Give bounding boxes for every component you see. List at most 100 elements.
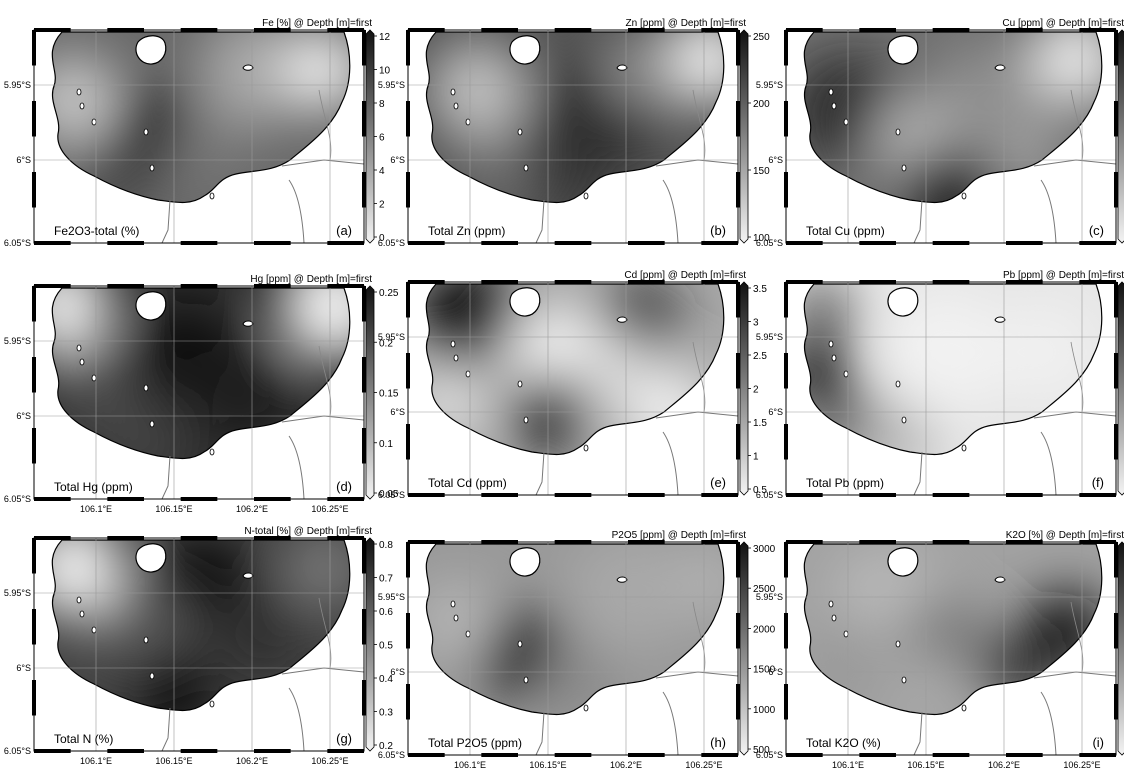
- panel-letter: (f): [1092, 475, 1104, 490]
- islet: [616, 576, 628, 583]
- colorbar-tick-label: 1: [753, 452, 759, 463]
- islet: [517, 380, 523, 388]
- river-line: [535, 199, 545, 244]
- river-line: [913, 451, 923, 496]
- islet: [149, 164, 155, 172]
- map-panel-zn: Zn [ppm] @ Depth [m]=first Total Zn (ppm)…: [378, 18, 770, 248]
- colorbar-tick-label: 8: [379, 99, 385, 110]
- islet: [831, 614, 837, 622]
- river-line: [288, 687, 305, 752]
- panel-label: Total Pb (ppm): [806, 476, 884, 490]
- panel-title: Cd [ppm] @ Depth [m]=first: [624, 270, 746, 281]
- colorbar-tick-label: 2000: [753, 624, 776, 635]
- colorbar-tick-label: 2.5: [753, 351, 767, 362]
- map-panel-pb: Pb [ppm] @ Depth [m]=first Total Pb (ppm)…: [756, 270, 1124, 500]
- islet: [523, 676, 529, 684]
- colorbar: 32.521.510.5: [1117, 541, 1124, 756]
- islet: [828, 340, 834, 348]
- colorbar-tick-label: 0.2: [379, 741, 393, 752]
- colorbar-tick-label: 150: [753, 166, 770, 177]
- colorbar-tick-label: 2500: [753, 584, 776, 595]
- islet: [242, 64, 254, 71]
- panel-letter: (h): [710, 735, 726, 750]
- longitude-label: 106.2°E: [610, 760, 642, 770]
- panel-letter: (c): [1089, 223, 1104, 238]
- islet: [616, 64, 628, 71]
- islet: [242, 320, 254, 327]
- islet: [828, 600, 834, 608]
- latitude-label: 5.95°S: [756, 592, 783, 602]
- road-line: [318, 89, 332, 161]
- latitude-label: 6.05°S: [756, 238, 783, 248]
- islet: [79, 610, 85, 618]
- colorbar-tick-label: 0.8: [379, 540, 393, 551]
- islet: [831, 102, 837, 110]
- islet: [209, 192, 215, 200]
- colorbar-tick-label: 0.7: [379, 574, 393, 585]
- longitude-label: 106.25°E: [685, 760, 722, 770]
- islet: [961, 192, 967, 200]
- islet: [994, 64, 1006, 71]
- interpolated-surface: [426, 32, 724, 203]
- latitude-label: 6.05°S: [378, 490, 405, 500]
- latitude-label: 6.05°S: [756, 490, 783, 500]
- interpolated-surface: [426, 544, 724, 715]
- colorbar-tick-label: 250: [753, 32, 770, 43]
- colorbar: 3.5 3 2.5 2 1.5 1 0.5: [739, 281, 767, 496]
- islet: [143, 636, 149, 644]
- colorbar: 12 10 8 6 4 2 0: [365, 29, 391, 244]
- colorbar-tick-label: 0.2: [379, 338, 393, 349]
- latitude-label: 5.95°S: [4, 80, 31, 90]
- islet: [149, 420, 155, 428]
- colorbar: 3000 2500 2000 1500 1000 500: [739, 541, 776, 756]
- panel-title: K2O [%] @ Depth [m]=first: [1006, 530, 1124, 541]
- longitude-label: 106.15°E: [529, 760, 566, 770]
- panel-title: Fe [%] @ Depth [m]=first: [262, 18, 372, 29]
- longitude-label: 106.2°E: [236, 756, 268, 766]
- map-panel-k2o: K2O [%] @ Depth [m]=first Total K2O (%) (i…: [756, 530, 1124, 770]
- river-line: [161, 455, 171, 500]
- river-line: [1040, 691, 1057, 756]
- river-line: [1040, 431, 1057, 496]
- panel-letter: (i): [1092, 735, 1104, 750]
- colorbar-tick-label: 100: [753, 233, 770, 244]
- latitude-label: 6°S: [768, 667, 783, 677]
- latitude-label: 5.95°S: [756, 332, 783, 342]
- road-line: [692, 601, 706, 673]
- latitude-label: 6.05°S: [4, 494, 31, 504]
- latitude-label: 6°S: [390, 407, 405, 417]
- colorbar-tick-label: 12: [379, 32, 391, 43]
- panel-label: Total Zn (ppm): [428, 224, 505, 238]
- panel-letter: (d): [336, 479, 352, 494]
- islet: [994, 316, 1006, 323]
- colorbar-tick-label: 0.6: [379, 607, 393, 618]
- islet: [583, 704, 589, 712]
- road-line: [1070, 601, 1084, 673]
- islet: [843, 630, 849, 638]
- islet: [465, 118, 471, 126]
- island: [887, 35, 919, 65]
- river-line: [535, 451, 545, 496]
- islet: [91, 626, 97, 634]
- panel-title: N-total [%] @ Depth [m]=first: [244, 526, 372, 537]
- panel-title: Cu [ppm] @ Depth [m]=first: [1002, 18, 1124, 29]
- islet: [465, 370, 471, 378]
- longitude-label: 106.25°E: [311, 756, 348, 766]
- island: [509, 287, 541, 317]
- latitude-label: 6.05°S: [4, 746, 31, 756]
- island: [509, 547, 541, 577]
- islet: [895, 128, 901, 136]
- river-line: [662, 179, 679, 244]
- islet: [143, 128, 149, 136]
- islet: [453, 354, 459, 362]
- colorbar-tick-label: 1000: [753, 705, 776, 716]
- islet: [209, 700, 215, 708]
- colorbar-tick-label: 3.5: [753, 284, 767, 295]
- road-line: [692, 89, 706, 161]
- colorbar-tick-label: 2: [753, 385, 759, 396]
- islet: [517, 128, 523, 136]
- islet: [523, 164, 529, 172]
- interpolated-surface: [52, 540, 350, 711]
- colorbar-tick-label: 0.05: [379, 489, 399, 500]
- latitude-label: 6.05°S: [378, 238, 405, 248]
